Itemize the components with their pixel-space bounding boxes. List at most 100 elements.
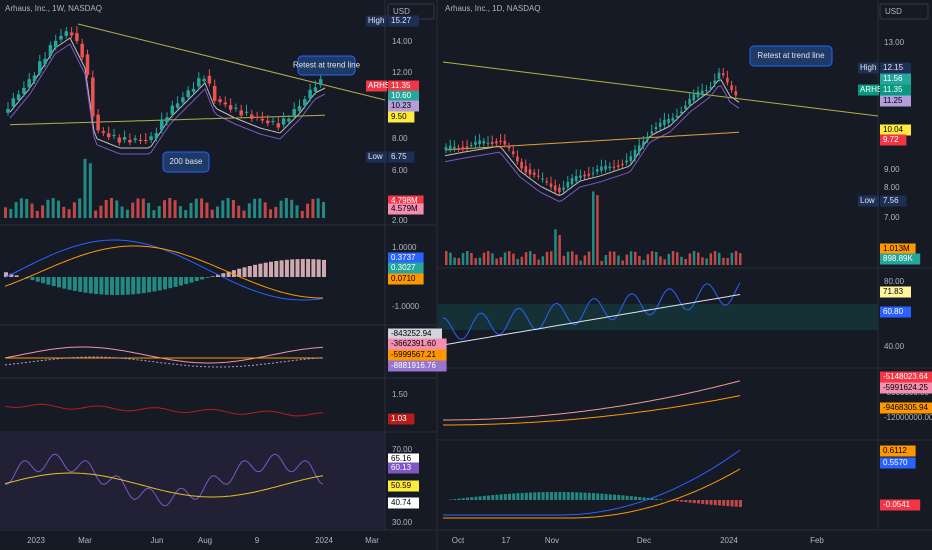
badge-value: -8881916.76: [391, 361, 436, 370]
histogram-bar: [571, 492, 574, 500]
histogram-bar: [604, 493, 608, 500]
candle: [490, 142, 494, 144]
indicator-line: [443, 380, 741, 421]
histogram-bar: [491, 495, 495, 500]
histogram-bar: [659, 499, 663, 500]
candle: [6, 108, 10, 113]
histogram-bar: [152, 277, 157, 292]
histogram-bar: [115, 277, 120, 295]
candle: [562, 187, 565, 190]
volume-bar: [19, 198, 23, 218]
volume-bar: [671, 251, 675, 265]
badge-box: [388, 151, 415, 163]
candle: [730, 85, 733, 91]
badge-box: [880, 73, 911, 85]
histogram-bar: [269, 261, 273, 277]
badge-label-box: [858, 195, 879, 207]
badge-value: 6.75: [391, 152, 407, 161]
volume-bar: [734, 251, 738, 265]
candle: [528, 169, 532, 175]
macd-line: [443, 449, 741, 516]
axis-label: 30.00: [392, 518, 413, 527]
volume-bar: [194, 198, 198, 218]
candle: [566, 182, 570, 188]
candle: [165, 117, 169, 123]
axis-label: 80.00: [884, 277, 905, 286]
volume-bar: [311, 198, 315, 218]
volume-bar: [110, 198, 113, 218]
histogram-bar: [110, 277, 114, 295]
badge-label: High: [368, 16, 384, 25]
right-pane-separators: [438, 267, 932, 531]
histogram-bar: [629, 496, 633, 500]
badge-label-box: [366, 15, 387, 27]
candle: [642, 141, 645, 147]
axis-label: 12.00: [392, 68, 413, 77]
candle: [27, 79, 31, 88]
badge-box: [388, 262, 424, 274]
candle: [64, 31, 69, 36]
volume-bar: [120, 206, 124, 218]
moving-average: [444, 85, 740, 203]
candle: [663, 119, 666, 125]
volume-bar: [474, 258, 477, 265]
histogram-bar: [237, 268, 242, 277]
candle: [637, 145, 641, 153]
x-axis-label: Nov: [545, 536, 559, 545]
badge-box: [880, 243, 916, 255]
candle: [671, 117, 675, 121]
badge-box: [388, 462, 419, 474]
badge-value: 11.35: [883, 85, 903, 94]
histogram-bar: [131, 277, 136, 295]
volume-bar: [558, 235, 561, 265]
badge-box: [880, 402, 932, 414]
axis-label: 40.00: [884, 342, 905, 351]
currency-box[interactable]: [879, 3, 929, 20]
volume-bar: [571, 251, 574, 265]
badge-value: -5991624.25: [883, 383, 928, 392]
volume-bar: [491, 253, 494, 265]
candle: [133, 138, 137, 140]
annotation-box: [162, 151, 210, 173]
volume-bar: [173, 200, 177, 218]
volume-bar: [300, 210, 304, 218]
volume-bar: [621, 260, 624, 265]
candle: [303, 99, 307, 106]
x-axis-label: 2024: [315, 536, 333, 545]
volume-bar: [587, 251, 591, 265]
candle: [32, 75, 37, 81]
histogram-bar: [194, 277, 199, 282]
candle: [11, 98, 16, 107]
histogram-bar: [713, 500, 717, 506]
candle: [181, 97, 185, 103]
volume-bar: [713, 251, 717, 265]
volume-bar: [316, 198, 320, 218]
volume-bar: [184, 210, 188, 218]
histogram-bar: [600, 493, 604, 500]
currency[interactable]: USD: [393, 7, 410, 16]
volume-bar: [453, 257, 456, 265]
volume-bar: [739, 253, 742, 265]
badge-box: [880, 253, 921, 265]
volume-bar: [697, 252, 700, 265]
candle: [667, 118, 670, 123]
histogram-bar: [136, 277, 141, 294]
badge-box: [388, 413, 415, 425]
volume-bar: [545, 251, 549, 265]
histogram-bar: [705, 500, 709, 505]
candle: [250, 114, 254, 119]
candle: [625, 160, 628, 163]
currency[interactable]: USD: [885, 7, 902, 16]
candle: [149, 136, 153, 140]
candle: [600, 166, 603, 171]
histogram-bar: [178, 277, 183, 286]
volume-bar: [562, 255, 566, 265]
histogram-bar: [583, 492, 587, 500]
volume-bar: [520, 256, 524, 265]
volume-bar: [499, 257, 503, 265]
x-axis-label: 9: [255, 536, 260, 545]
histogram-bar: [474, 496, 478, 500]
histogram-bar: [487, 495, 490, 500]
axis-label: 1.50: [392, 390, 408, 399]
histogram-bar: [9, 273, 14, 277]
